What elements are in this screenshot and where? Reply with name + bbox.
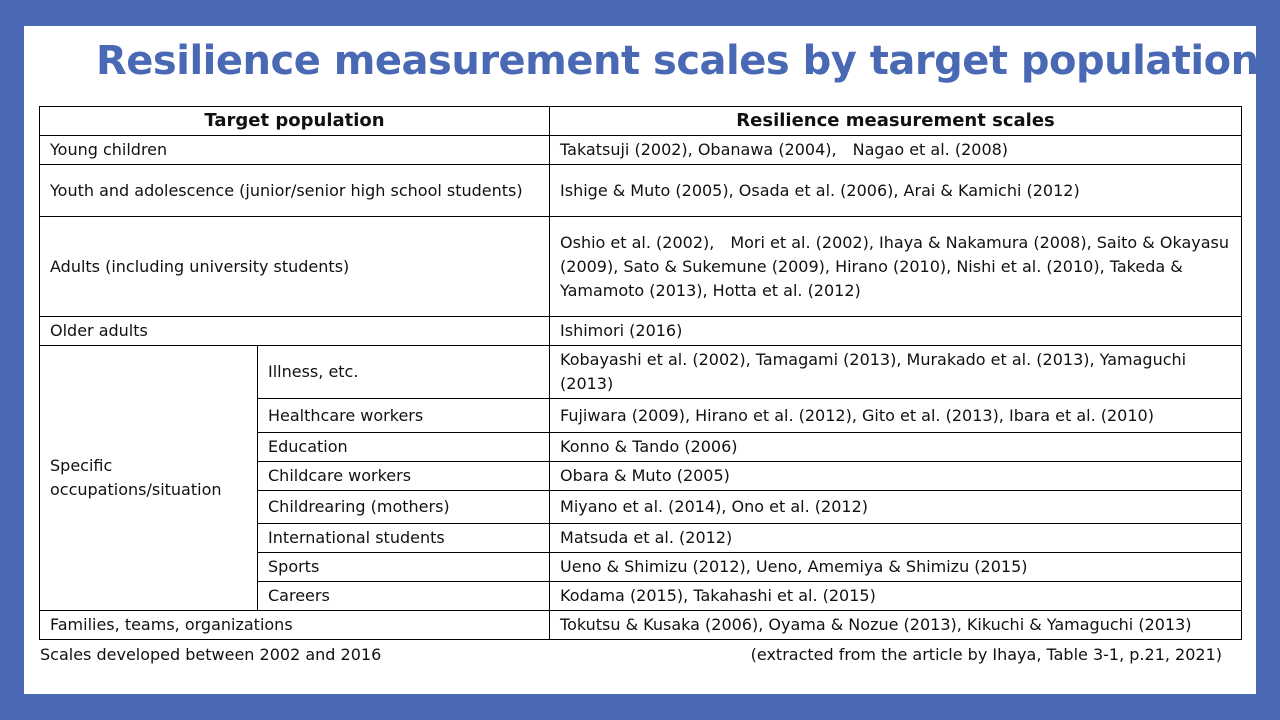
table-row: Specific occupations/situation Illness, … [39, 345, 1243, 611]
table-row: Childrearing (mothers) Miyano et al. (20… [40, 490, 1243, 524]
category-cell: Childrearing (mothers) [256, 490, 551, 524]
category-cell: International students [256, 523, 551, 553]
population-cell: Adults (including university students) [38, 216, 551, 317]
scales-cell: Kodama (2015), Takahashi et al. (2015) [549, 581, 1243, 611]
scales-cell: Matsuda et al. (2012) [549, 523, 1243, 553]
category-cell: Healthcare workers [256, 398, 551, 433]
table-row: Childcare workers Obara & Muto (2005) [40, 461, 1243, 491]
table-row: Adults (including university students) O… [38, 216, 1243, 317]
scales-cell: Fujiwara (2009), Hirano et al. (2012), G… [549, 398, 1243, 433]
table-row: Young children Takatsuji (2002), Obanawa… [38, 135, 1243, 165]
category-cell: Education [256, 432, 551, 462]
scales-cell: Kobayashi et al. (2002), Tamagami (2013)… [549, 345, 1243, 399]
scales-cell: Tokutsu & Kusaka (2006), Oyama & Nozue (… [549, 610, 1243, 640]
scales-cell: Oshio et al. (2002), Mori et al. (2002),… [549, 216, 1243, 317]
population-cell: Young children [38, 135, 551, 165]
category-cell: Careers [256, 581, 551, 611]
scales-cell: Obara & Muto (2005) [549, 461, 1243, 491]
specific-group-cell: Specific occupations/situation [39, 345, 258, 611]
scales-cell: Konno & Tando (2006) [549, 432, 1243, 462]
slide: Resilience measurement scales by target … [24, 26, 1259, 694]
table-header-row: Target population Resilience measurement… [38, 106, 1243, 136]
header-resilience-scales: Resilience measurement scales [549, 106, 1243, 136]
scales-cell: Ishimori (2016) [549, 316, 1243, 346]
category-cell: Childcare workers [256, 461, 551, 491]
footer-source: (extracted from the article by Ihaya, Ta… [750, 645, 1222, 664]
header-target-population: Target population [38, 106, 551, 136]
scales-cell: Miyano et al. (2014), Ono et al. (2012) [549, 490, 1243, 524]
category-cell: Illness, etc. [256, 345, 551, 399]
population-cell: Families, teams, organizations [38, 610, 551, 640]
table-row: Careers Kodama (2015), Takahashi et al. … [40, 581, 1243, 611]
scales-cell: Takatsuji (2002), Obanawa (2004), Nagao … [549, 135, 1243, 165]
category-cell: Sports [256, 552, 551, 582]
scales-cell: Ueno & Shimizu (2012), Ueno, Amemiya & S… [549, 552, 1243, 582]
table-row: Healthcare workers Fujiwara (2009), Hira… [40, 398, 1243, 433]
page-title: Resilience measurement scales by target … [96, 38, 1259, 84]
population-cell: Youth and adolescence (junior/senior hig… [38, 164, 551, 217]
table-row: Older adults Ishimori (2016) [38, 316, 1243, 346]
table-row: Education Konno & Tando (2006) [40, 432, 1243, 462]
table-row: Youth and adolescence (junior/senior hig… [38, 164, 1243, 217]
table-row: Sports Ueno & Shimizu (2012), Ueno, Amem… [40, 552, 1243, 582]
scales-cell: Ishige & Muto (2005), Osada et al. (2006… [549, 164, 1243, 217]
table-row: International students Matsuda et al. (2… [40, 523, 1243, 553]
scales-table: Target population Resilience measurement… [38, 106, 1243, 640]
footer-note: Scales developed between 2002 and 2016 [40, 645, 382, 664]
table-row: Families, teams, organizations Tokutsu &… [38, 610, 1243, 640]
population-cell: Older adults [38, 316, 551, 346]
